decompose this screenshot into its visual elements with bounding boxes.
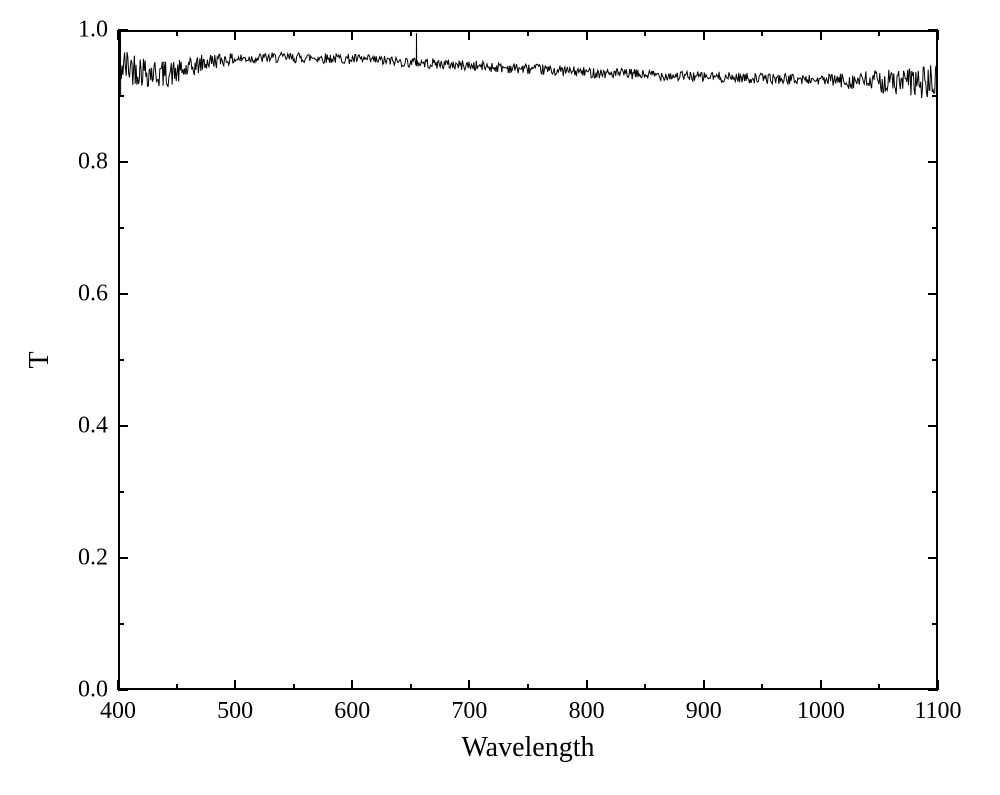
spectrum-line <box>0 0 1000 795</box>
spectrum-chart: T Wavelength 400500600700800900100011000… <box>0 0 1000 795</box>
